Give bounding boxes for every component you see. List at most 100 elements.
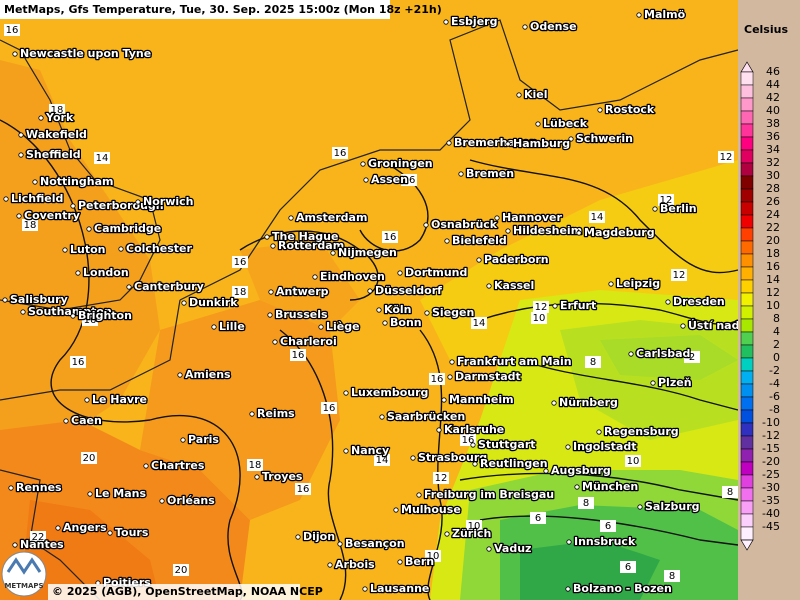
city-label: München [582, 480, 638, 493]
city-label: Eindhoven [320, 270, 385, 283]
city-label: Groningen [368, 157, 433, 170]
city-label: Chartres [151, 459, 205, 472]
city-dot [318, 324, 324, 330]
legend-swatch [740, 292, 754, 307]
city-label: Plzeň [658, 376, 692, 389]
city-label: Amsterdam [296, 211, 367, 224]
isoline-label-box [290, 349, 306, 361]
city-dot [360, 161, 366, 167]
city-label: Nottingham [40, 175, 113, 188]
city-dot [608, 281, 614, 287]
legend-swatch [740, 97, 754, 112]
city-label: Nantes [20, 538, 64, 551]
legend-swatch [740, 344, 754, 359]
city-dot [107, 530, 113, 536]
city-dot [397, 559, 403, 565]
city-label: Lille [219, 320, 245, 333]
legend-label: -45 [762, 520, 780, 533]
city-label: Paris [188, 433, 219, 446]
city-label: The Hague [272, 230, 338, 243]
isoline-label: 12 [720, 152, 733, 163]
isoline-label: 16 [6, 25, 19, 36]
isoline-label: 16 [431, 374, 444, 385]
isoline-label-box [30, 531, 46, 543]
isoline-label-box [722, 486, 738, 498]
city-label: Orléans [167, 494, 215, 507]
isoline-label: 10 [533, 313, 546, 324]
city-label: Newcastle upon Tyne [20, 47, 151, 60]
isoline-label-box [533, 301, 549, 313]
city-dot [16, 213, 22, 219]
legend-label: 42 [766, 91, 780, 104]
city-dot [249, 411, 255, 417]
city-label: Augsburg [551, 464, 611, 477]
city-label: Arbois [335, 558, 375, 571]
legend-label: 20 [766, 234, 780, 247]
city-dot [211, 324, 217, 330]
isoline-label: 2 [689, 352, 695, 363]
isoline-label-box [433, 472, 449, 484]
city-dot [576, 230, 582, 236]
isoline-label: 20 [83, 453, 96, 464]
legend-label: 38 [766, 117, 780, 130]
city-dot [288, 215, 294, 221]
city-label: Liège [326, 320, 360, 333]
legend-label: 10 [766, 299, 780, 312]
isoline-label-box [49, 104, 65, 116]
city-label: Caen [71, 414, 102, 427]
city-dot [522, 24, 528, 30]
city-dot [18, 152, 24, 158]
isoline-label-box [81, 452, 97, 464]
city-label: Zürich [452, 527, 491, 540]
city-label: Lübeck [543, 117, 588, 130]
legend-swatch [740, 136, 754, 151]
city-dot [494, 215, 500, 221]
city-label: Salisbury [10, 293, 68, 306]
city-label: Karlsruhe [444, 423, 504, 436]
legend-label: 0 [773, 351, 780, 364]
city-dot [423, 222, 429, 228]
isoline-label-box [718, 151, 734, 163]
city-dot [393, 507, 399, 513]
city-dot [87, 491, 93, 497]
city-dot [565, 586, 571, 592]
legend-swatch [740, 435, 754, 450]
city-label: Sheffield [26, 148, 81, 161]
legend-swatch [740, 305, 754, 320]
city-label: Ingolstadt [573, 440, 637, 453]
legend-swatch [740, 383, 754, 398]
isoline-label: 18 [234, 287, 247, 298]
city-dot [551, 400, 557, 406]
city-dot [446, 140, 452, 146]
isoline-label: 20 [175, 565, 188, 576]
city-label: Saarbrücken [387, 410, 465, 423]
city-label: Canterbury [134, 280, 204, 293]
legend-swatch [740, 500, 754, 515]
city-label: Schwerin [576, 132, 633, 145]
city-label: Salzburg [645, 500, 700, 513]
city-label: Le Mans [95, 487, 146, 500]
city-label: Hamburg [513, 137, 570, 150]
city-label: Reutlingen [480, 457, 548, 470]
isoline-label: 6 [625, 562, 631, 573]
legend-swatch [740, 513, 754, 528]
isoline-label-box [94, 152, 110, 164]
city-label: Regensburg [604, 425, 679, 438]
city-label: Besançon [345, 537, 405, 550]
legend-swatch [740, 448, 754, 463]
isoline-label: 8 [669, 571, 675, 582]
isoline-label-box [232, 256, 248, 268]
city-label: Kassel [494, 279, 534, 292]
legend-swatch [740, 227, 754, 242]
city-label: Luton [70, 243, 106, 256]
city-label: Rotterdam [278, 239, 344, 252]
city-dot [180, 437, 186, 443]
title-bar [0, 0, 390, 19]
legend-label: -4 [769, 377, 780, 390]
legend-label: 12 [766, 286, 780, 299]
city-label: Peterborough [78, 199, 164, 212]
legend-label: -15 [762, 442, 780, 455]
city-dot [337, 541, 343, 547]
city-dot [449, 359, 455, 365]
city-label: Southampton [28, 305, 112, 318]
